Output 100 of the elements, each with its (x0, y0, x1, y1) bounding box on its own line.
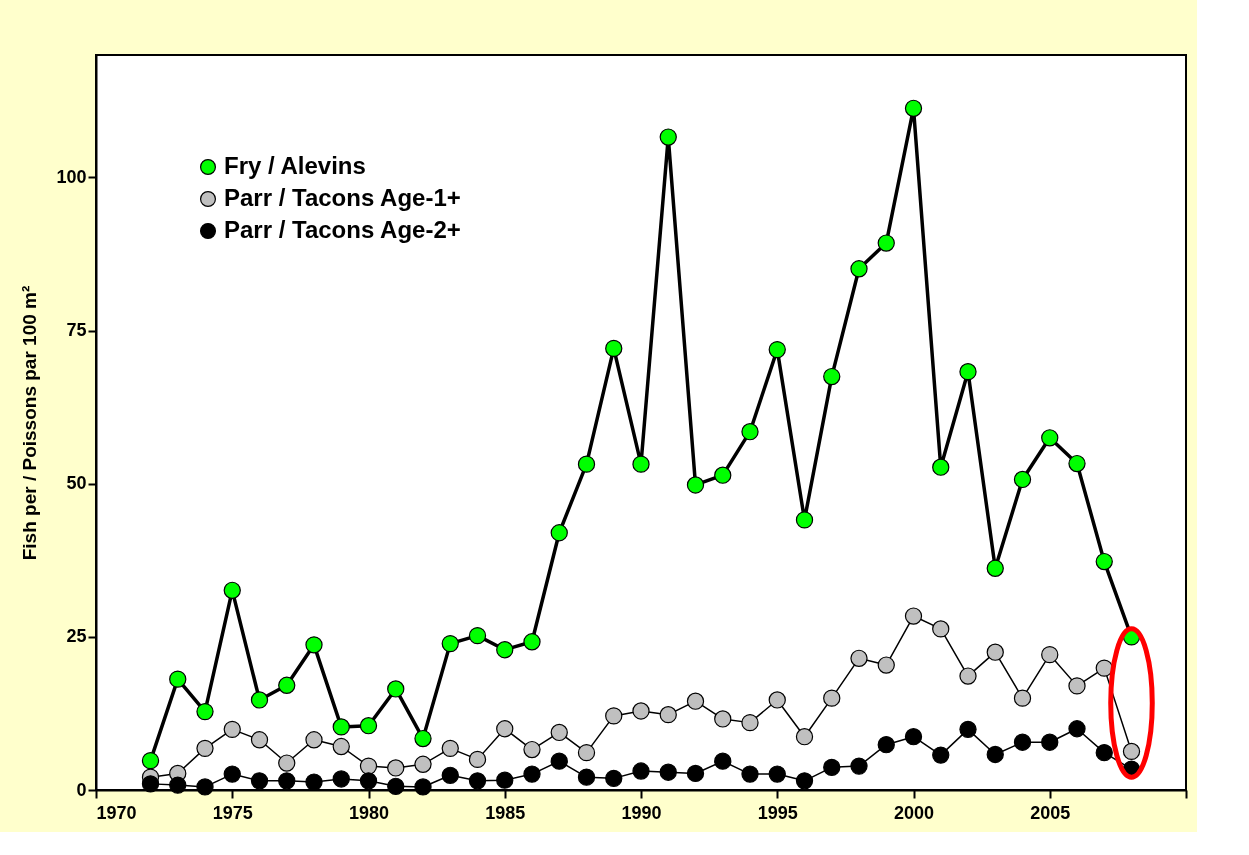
point (959, 363, 977, 381)
point (441, 766, 459, 784)
point (877, 234, 895, 252)
point (250, 691, 269, 709)
point (359, 757, 378, 775)
x-tick-label: 1975 (212, 802, 253, 823)
point (250, 772, 269, 790)
point (823, 758, 841, 776)
y-tick-label: 0 (76, 779, 87, 800)
point (169, 670, 187, 688)
point (768, 340, 786, 359)
point (169, 776, 187, 794)
point (1041, 429, 1059, 447)
point (904, 99, 923, 117)
point (305, 773, 323, 791)
point (305, 731, 323, 749)
point (795, 772, 814, 790)
point (605, 707, 623, 725)
point (1095, 743, 1113, 762)
point (577, 455, 596, 473)
point (550, 752, 568, 770)
point (141, 775, 160, 793)
point (714, 752, 732, 770)
point (714, 466, 732, 484)
x-tick-label: 1970 (96, 802, 137, 823)
point (1095, 659, 1113, 677)
point (1068, 454, 1086, 473)
y-tick-label: 100 (56, 167, 87, 187)
point (904, 728, 923, 746)
point (141, 751, 160, 770)
point (877, 656, 895, 674)
x-tick-label: 1990 (621, 802, 662, 823)
point (823, 689, 841, 707)
point (414, 778, 432, 796)
point (387, 777, 405, 795)
point (605, 339, 623, 358)
point (959, 667, 977, 685)
y-tick-label: 50 (66, 473, 87, 494)
x-tick-label: 1985 (485, 802, 526, 823)
point (523, 765, 541, 783)
point (986, 745, 1004, 764)
point (468, 750, 487, 769)
point (714, 710, 732, 728)
point (305, 636, 323, 654)
point (795, 511, 814, 529)
point (932, 458, 950, 476)
point (659, 706, 677, 724)
point (1041, 733, 1059, 751)
point (278, 754, 296, 772)
point (441, 634, 459, 653)
legend-label: Parr / Tacons Age-2+ (224, 216, 461, 243)
point (850, 260, 868, 278)
point (632, 702, 650, 720)
point (196, 739, 214, 757)
point (823, 367, 841, 386)
point (959, 720, 977, 739)
point (387, 680, 405, 698)
point (1013, 470, 1032, 489)
point (1068, 720, 1086, 738)
point (1068, 677, 1086, 695)
point (1095, 552, 1113, 571)
point (523, 740, 541, 759)
point (686, 476, 705, 494)
point (523, 633, 541, 651)
point (223, 581, 241, 599)
point (932, 746, 950, 764)
point (496, 771, 514, 789)
point (632, 762, 650, 780)
point (278, 676, 296, 694)
x-tick-label: 1980 (348, 802, 390, 823)
point (332, 770, 350, 788)
point (577, 768, 596, 786)
point (904, 607, 923, 625)
point (468, 772, 487, 790)
x-tick-label: 2000 (893, 802, 935, 823)
point (1041, 645, 1059, 664)
point (441, 739, 459, 757)
point (1122, 742, 1141, 761)
point (659, 763, 677, 781)
point (223, 720, 241, 739)
point (223, 765, 241, 783)
point (387, 759, 405, 777)
point (741, 423, 759, 441)
point (1013, 733, 1032, 751)
point (278, 772, 296, 790)
legend-label: Fry / Alevins (224, 152, 366, 179)
legend-label: Parr / Tacons Age-1+ (224, 184, 461, 211)
point (741, 713, 759, 732)
point (795, 728, 814, 746)
y-axis-title: Fish per / Poissons par 100 m² (19, 285, 41, 561)
point (850, 757, 868, 775)
point (414, 755, 432, 773)
point (414, 729, 432, 748)
y-tick-label: 25 (66, 626, 87, 647)
point (196, 778, 214, 796)
point (577, 743, 596, 762)
point (632, 455, 650, 473)
point (932, 620, 950, 638)
point (250, 731, 269, 749)
point (359, 717, 378, 735)
